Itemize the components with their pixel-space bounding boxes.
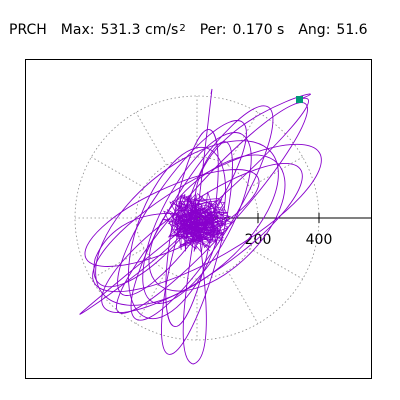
orbit-excursion [79, 217, 198, 315]
orbit-core [162, 191, 233, 254]
max-label: Max: [60, 22, 95, 38]
period-value: 0.170 s [232, 22, 285, 38]
header-bar: PRCH Max: 531.3 cm/s 2 Per: 0.170 s Ang:… [9, 19, 368, 41]
orbit-loop [130, 105, 274, 321]
end-point-marker [296, 96, 303, 103]
orbit-excursion [93, 213, 198, 288]
orbit-loop [161, 141, 233, 355]
orbit-loop [116, 102, 308, 314]
orbit-loop [148, 154, 286, 292]
channel-label: PRCH [9, 22, 47, 38]
orbit-excursion [196, 97, 309, 219]
tick-label-400: 400 [306, 232, 333, 248]
angle-label: Ang: [298, 22, 331, 38]
orbit-loop [127, 146, 227, 320]
period-label: Per: [199, 22, 227, 38]
orbit-excursion [194, 93, 311, 219]
angle-value: 51.6 [336, 22, 368, 38]
max-unit: cm/s [145, 22, 179, 38]
orbit-plot: 200 400 [25, 59, 372, 379]
max-unit-exponent: 2 [179, 22, 186, 34]
orbit-excursion [196, 88, 213, 219]
motion-trace [79, 88, 322, 365]
max-value: 531.3 [100, 22, 141, 38]
orbit-loop [142, 132, 252, 304]
orbit-excursion [182, 217, 207, 365]
plot-frame [25, 59, 372, 379]
orbit-loop [92, 143, 322, 293]
